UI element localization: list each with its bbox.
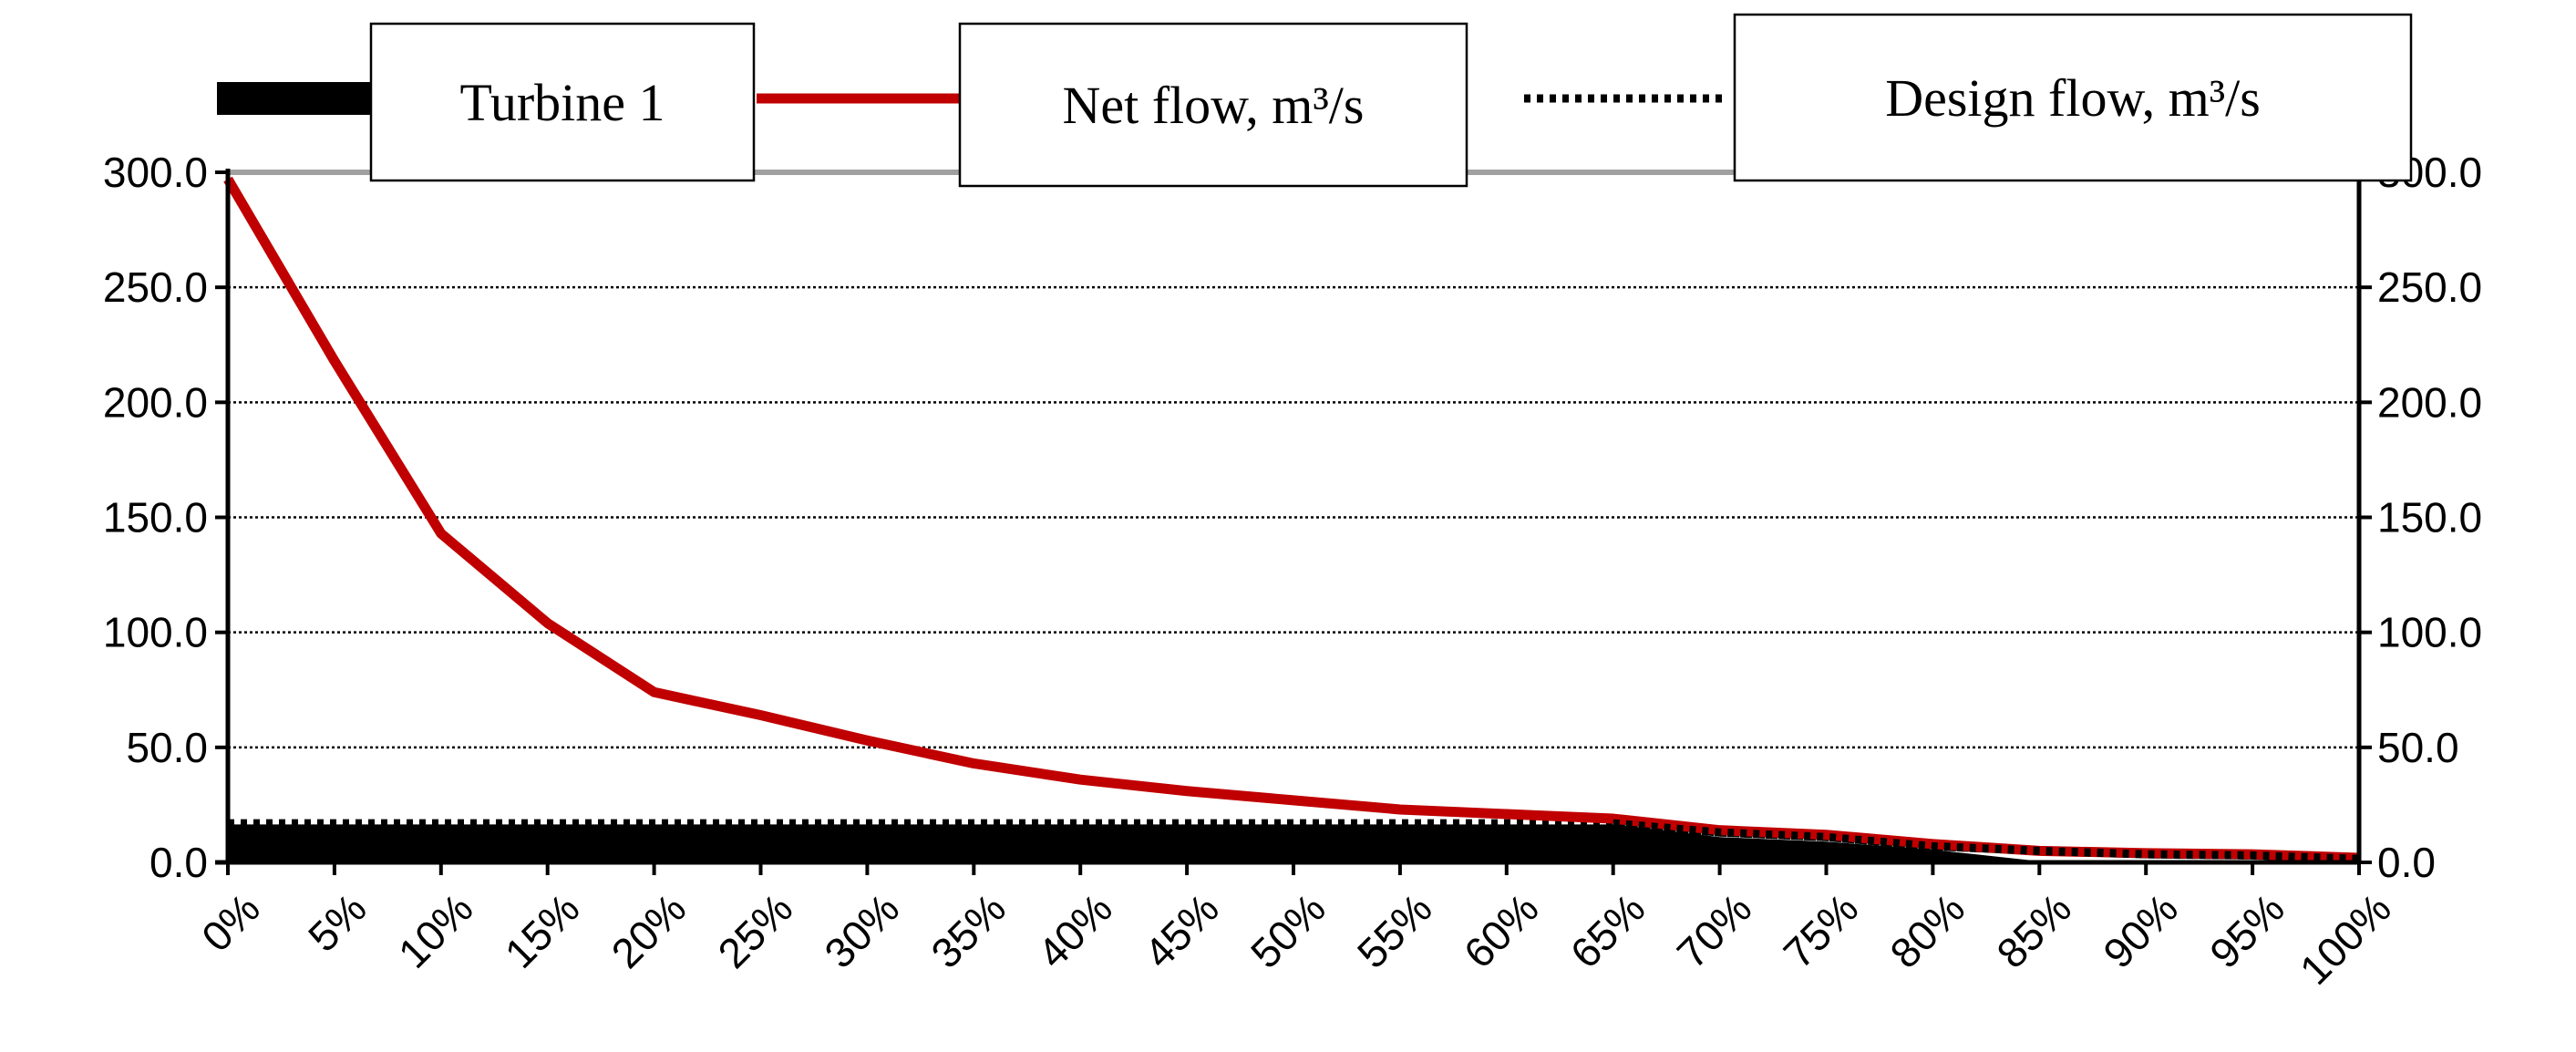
y-tick-label-right: 250.0 <box>2377 263 2482 311</box>
x-tick-label: 0% <box>192 884 269 961</box>
x-tick-label: 35% <box>922 884 1015 977</box>
legend-turbine-1-box <box>369 22 756 182</box>
x-tick-label: 5% <box>299 884 376 961</box>
x-tick-label: 40% <box>1028 884 1121 977</box>
legend-turbine-1-swatch <box>217 82 390 115</box>
y-tick-label-right: 50.0 <box>2377 724 2459 771</box>
x-tick-label: 30% <box>815 884 908 977</box>
legend-turbine-1-label: Turbine 1 <box>459 73 665 132</box>
x-tick-label: 45% <box>1135 884 1228 977</box>
y-tick-label-left: 300.0 <box>103 149 208 196</box>
y-axis-left-ticks: 0.0 50.0 100.0 150.0 200.0 250.0 300.0 <box>103 149 208 886</box>
legend: Turbine 1 Net flow, m³/s Design flow, m³/s <box>217 13 2413 188</box>
y-tick-label-left: 100.0 <box>103 609 208 656</box>
y-tick-label-left: 200.0 <box>103 378 208 426</box>
x-tick-label: 20% <box>603 884 696 977</box>
axes <box>215 169 2372 875</box>
x-tick-label: 15% <box>496 884 589 977</box>
x-tick-label: 50% <box>1242 884 1334 977</box>
x-tick-label: 60% <box>1455 884 1548 977</box>
series-design-flow-tail <box>1613 819 2360 863</box>
y-tick-label-left: 250.0 <box>103 263 208 311</box>
y-tick-label-right: 200.0 <box>2377 378 2482 426</box>
x-tick-label: 10% <box>389 884 482 977</box>
legend-net-flow-label: Net flow, m³/s <box>1063 76 1365 135</box>
legend-design-flow-box <box>1733 13 2413 182</box>
x-tick-label: 65% <box>1561 884 1654 977</box>
x-tick-label: 75% <box>1774 884 1867 977</box>
y-tick-label-right: 100.0 <box>2377 609 2482 656</box>
y-tick-label-right: 150.0 <box>2377 494 2482 541</box>
y-tick-label-right: 0.0 <box>2377 839 2436 886</box>
x-tick-label: 80% <box>1880 884 1973 977</box>
y-tick-label-left: 0.0 <box>149 839 208 886</box>
x-tick-label: 85% <box>1987 884 2080 977</box>
x-tick-label: 100% <box>2291 884 2400 994</box>
x-tick-label: 70% <box>1668 884 1761 977</box>
net-flow-layer <box>223 176 2360 863</box>
x-tick-label: 95% <box>2200 884 2293 977</box>
series-net-flow-line <box>223 176 2360 863</box>
turbine-area-layer <box>228 824 2359 862</box>
grid-lines <box>228 170 2359 749</box>
x-tick-label: 90% <box>2094 884 2187 977</box>
x-tick-label: 55% <box>1348 884 1441 977</box>
legend-design-flow-label: Design flow, m³/s <box>1885 68 2261 128</box>
y-tick-label-left: 150.0 <box>103 494 208 541</box>
series-turbine-1-area <box>228 824 2359 862</box>
legend-net-flow-box <box>958 22 1468 188</box>
x-axis-ticks: 0% 5% 10% 15% 20% 25% 30% 35% 40% 45% 50% 55% 60% 65%… <box>192 884 2400 994</box>
y-tick-label-left: 50.0 <box>126 724 208 771</box>
x-tick-label: 25% <box>708 884 801 977</box>
